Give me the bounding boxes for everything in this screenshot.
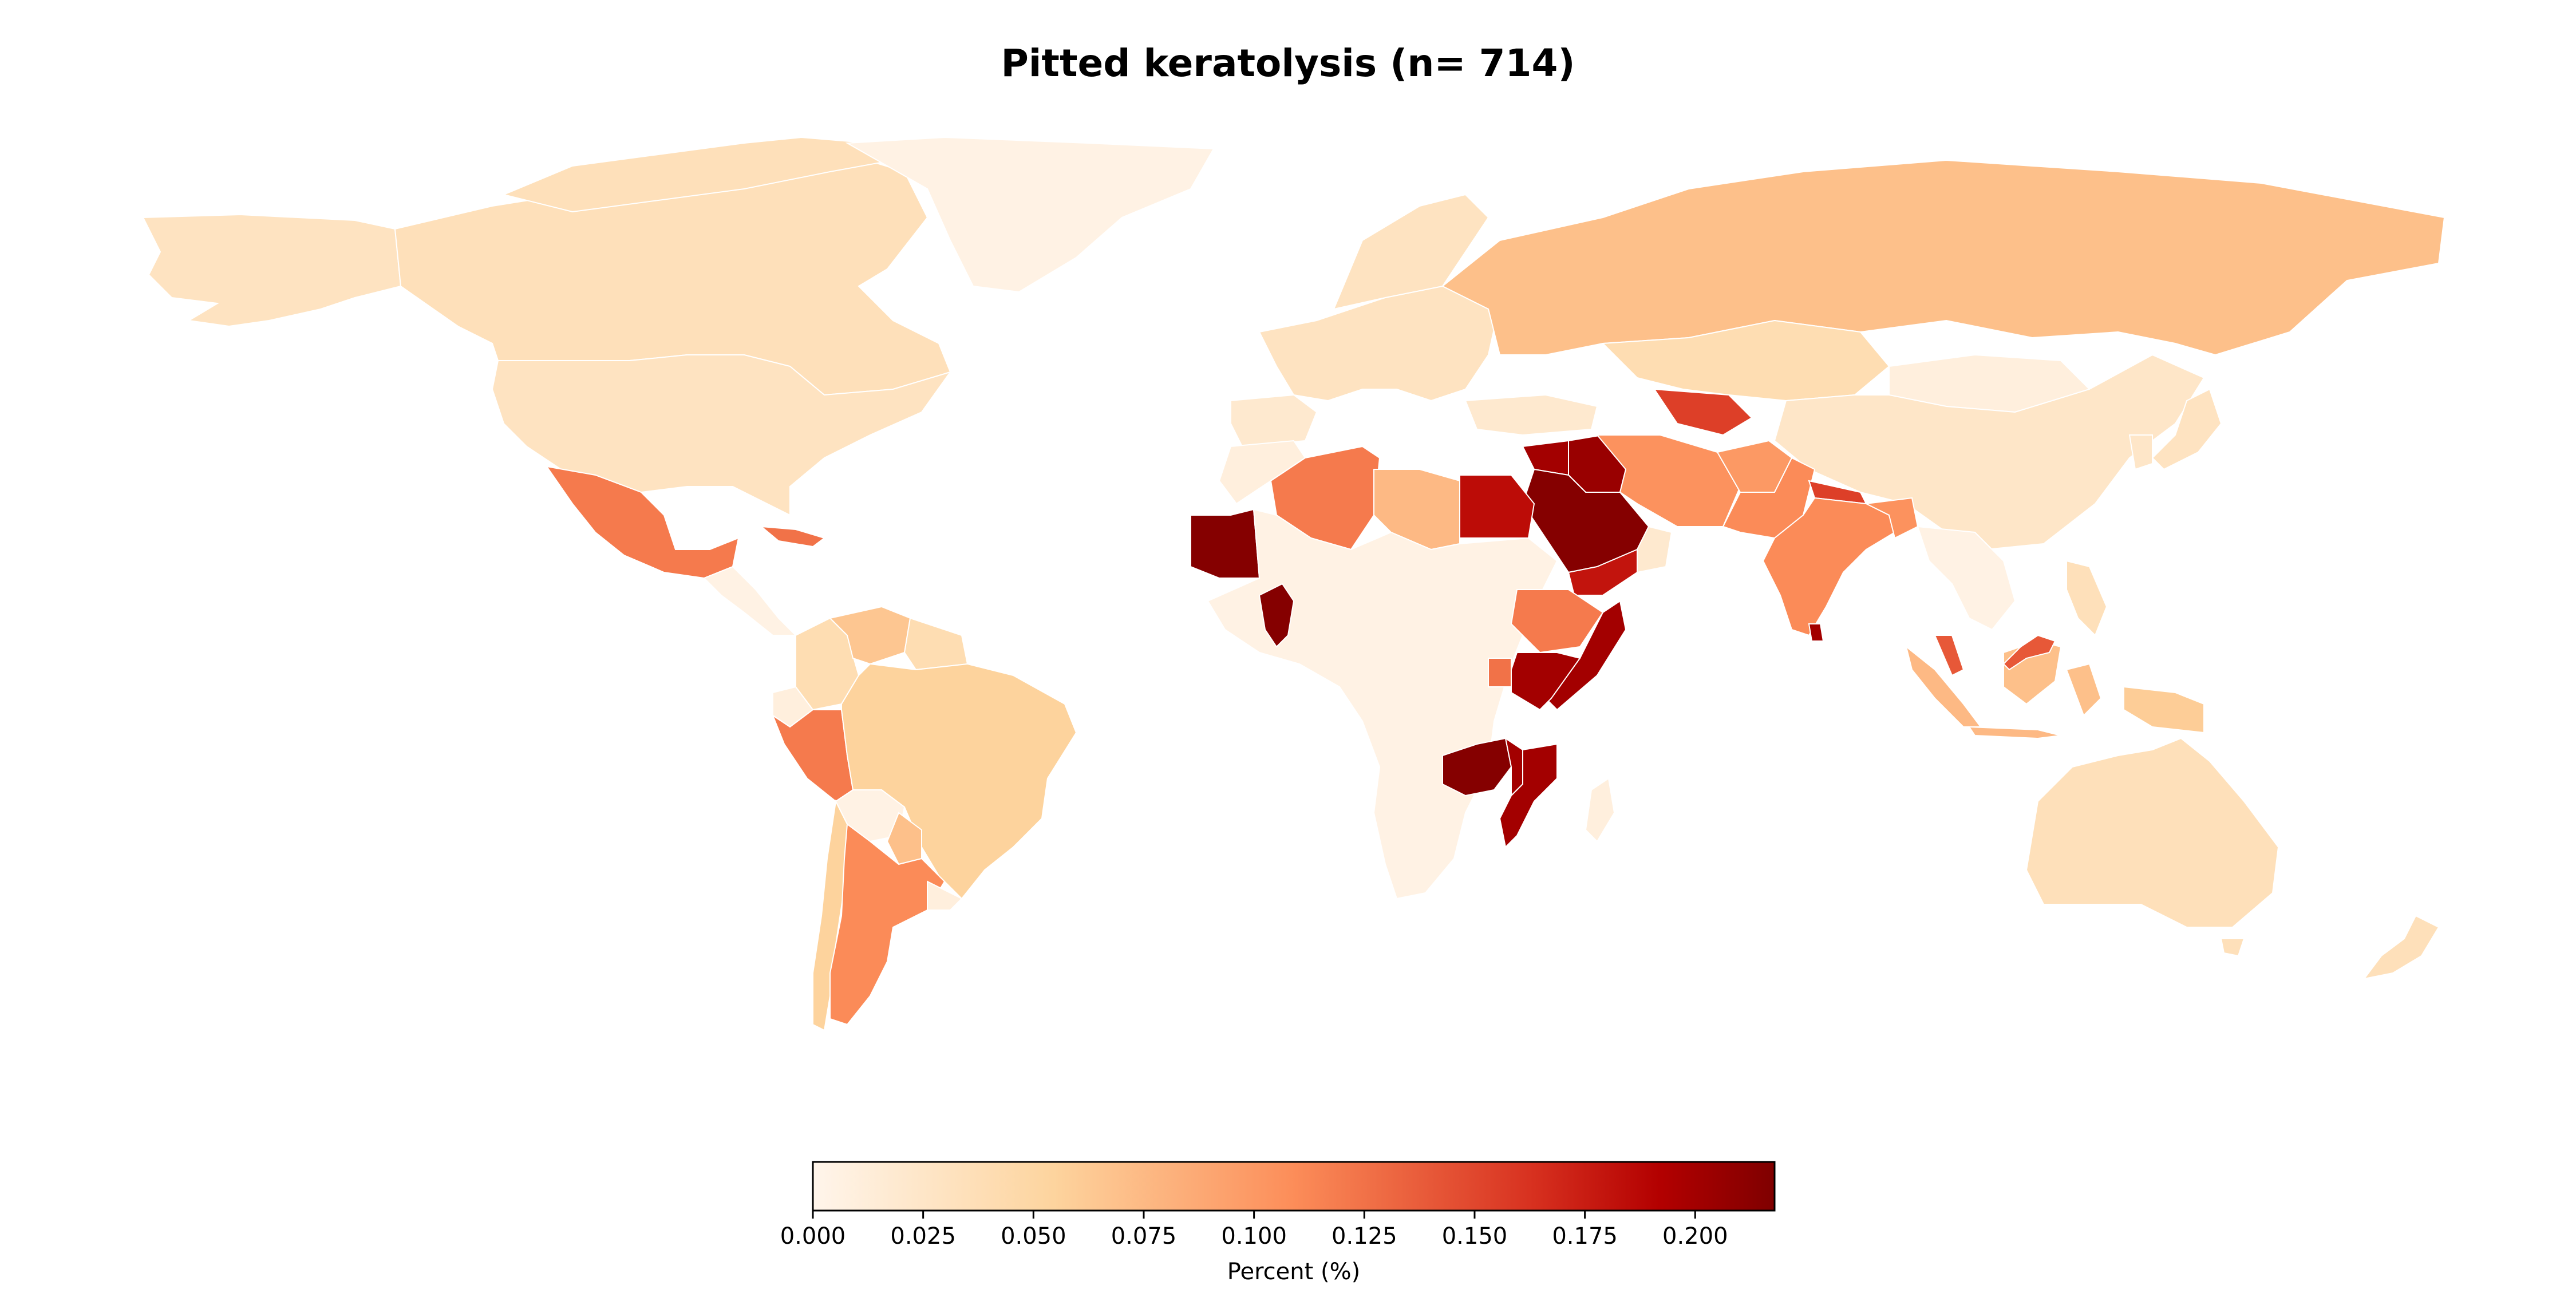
colorbar: 0.000 0.025 0.050 0.075 0.100 0.125 0.150 0.175… — [780, 1161, 1776, 1285]
region-ethiopia — [1510, 589, 1604, 654]
region-mauritania — [1190, 508, 1261, 579]
region-sumatra — [1905, 645, 1982, 727]
colorbar-tick-label: 0.100 — [1221, 1223, 1287, 1249]
region-japan — [2151, 388, 2222, 470]
region-iran — [1595, 434, 1741, 527]
region-egypt — [1459, 474, 1535, 539]
region-australia — [2025, 737, 2279, 928]
region-venezuela — [829, 606, 911, 665]
region-india — [1762, 497, 1896, 636]
colorbar-tick-label: 0.025 — [890, 1223, 956, 1249]
region-korea — [2128, 434, 2153, 470]
region-turkey — [1464, 394, 1598, 436]
region-sri-lanka — [1808, 623, 1824, 642]
colorbar-tick-label: 0.125 — [1332, 1223, 1397, 1249]
colorbar-tick-label: 0.000 — [780, 1223, 846, 1249]
colorbar-tick-label: 0.200 — [1662, 1223, 1728, 1249]
region-western-europe — [1258, 285, 1501, 402]
region-ghana — [1258, 583, 1295, 648]
region-uganda — [1488, 658, 1512, 687]
region-russia — [1441, 159, 2445, 356]
colorbar-gradient — [812, 1161, 1776, 1212]
region-guyana — [903, 617, 969, 671]
region-borneo-north — [2002, 634, 2056, 671]
colorbar-ticks: 0.000 0.025 0.050 0.075 0.100 0.125 0.150 0.175… — [780, 1211, 1728, 1249]
region-scandinavia — [1333, 193, 1490, 310]
map-title: Pitted keratolysis (n= 714) — [1001, 41, 1575, 85]
region-cuba — [759, 525, 826, 548]
region-zambia — [1442, 737, 1512, 797]
region-peru — [771, 709, 854, 802]
region-uruguay — [927, 880, 963, 911]
region-madagascar — [1585, 777, 1615, 843]
country-shapes — [142, 136, 2445, 1031]
region-iberia — [1230, 394, 1318, 448]
region-mozambique — [1499, 743, 1558, 849]
region-central-america — [703, 566, 797, 636]
colorbar-tick-label: 0.150 — [1442, 1223, 1508, 1249]
region-malaysia — [1934, 635, 1965, 677]
region-oman — [1637, 525, 1673, 574]
region-uzbekistan — [1653, 388, 1753, 436]
colorbar-tick-label: 0.075 — [1111, 1223, 1177, 1249]
region-papua — [2123, 686, 2204, 734]
region-philippines — [2066, 560, 2108, 636]
region-alaska — [142, 213, 402, 327]
region-new-zealand — [2362, 915, 2440, 980]
colorbar-tick-label: 0.175 — [1552, 1223, 1618, 1249]
region-argentina — [829, 823, 946, 1026]
region-greenland — [845, 136, 1215, 293]
region-se-asia — [1917, 525, 2016, 631]
region-tasmania — [2220, 938, 2245, 957]
region-sulawesi — [2065, 663, 2102, 717]
region-bangladesh — [1864, 497, 1919, 539]
colorbar-tick-label: 0.050 — [1001, 1223, 1066, 1249]
region-java — [1968, 726, 2061, 739]
colorbar-label: Percent (%) — [1227, 1259, 1360, 1285]
region-mexico — [545, 465, 740, 579]
region-united-states — [491, 354, 952, 516]
